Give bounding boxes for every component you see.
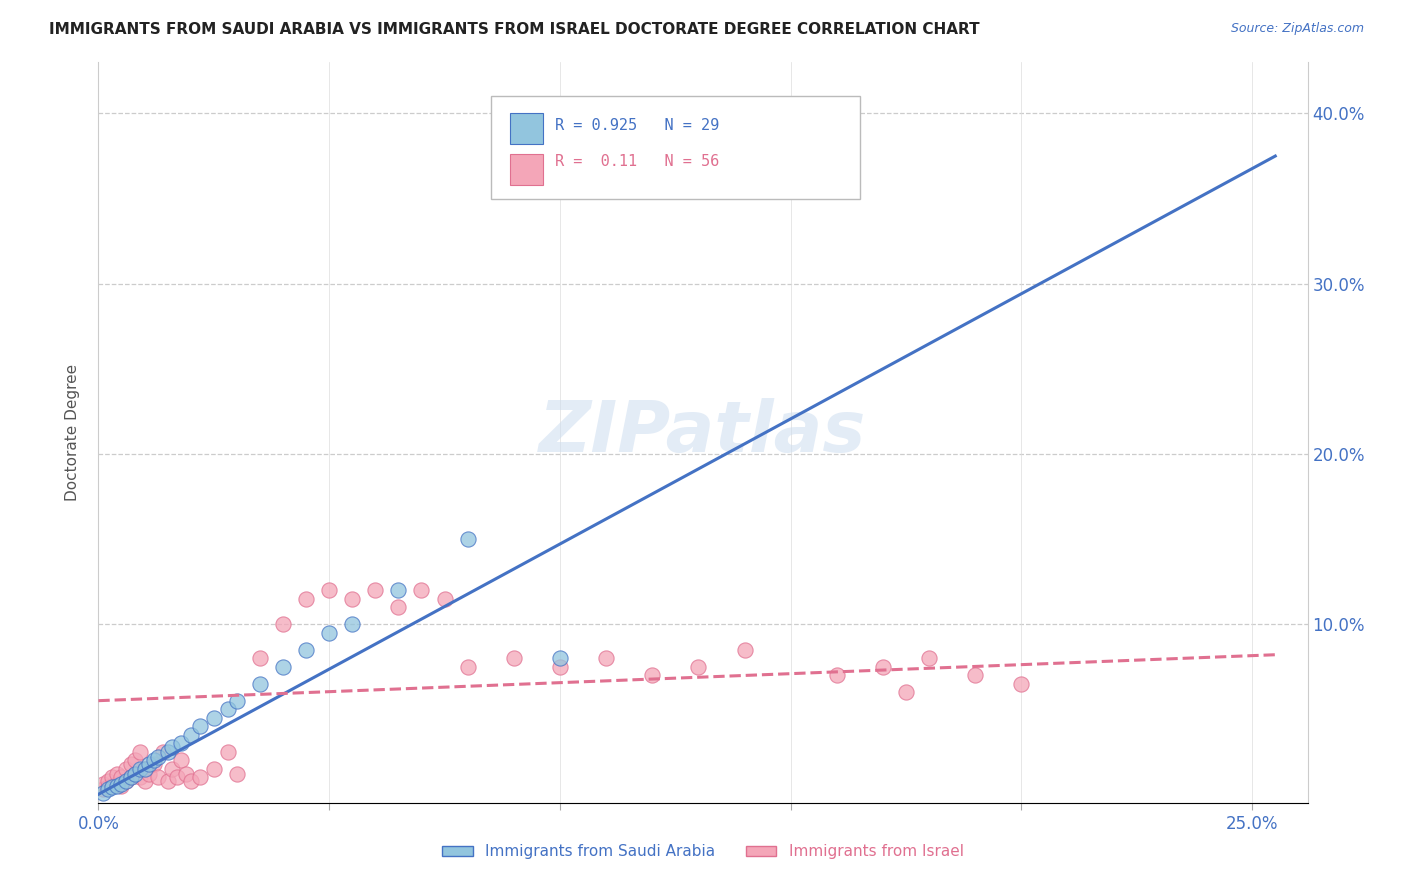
Point	[120, 770, 142, 784]
Point	[124, 767, 146, 781]
Y-axis label: Doctorate Degree: Doctorate Degree	[65, 364, 80, 501]
Point	[148, 749, 170, 764]
Point	[105, 767, 128, 781]
Text: Source: ZipAtlas.com: Source: ZipAtlas.com	[1230, 22, 1364, 36]
Text: R =  0.11   N = 56: R = 0.11 N = 56	[555, 153, 720, 169]
Point	[142, 753, 165, 767]
Point	[202, 762, 225, 776]
Point	[271, 617, 294, 632]
Point	[457, 532, 479, 546]
Point	[124, 753, 146, 767]
Point	[105, 779, 128, 793]
Point	[217, 702, 239, 716]
Point	[387, 582, 409, 597]
Point	[872, 659, 894, 673]
Point	[120, 756, 142, 771]
Point	[295, 642, 318, 657]
Point	[97, 782, 120, 797]
Point	[225, 694, 247, 708]
Point	[156, 773, 179, 788]
Point	[129, 770, 152, 784]
Point	[918, 651, 941, 665]
Point	[115, 773, 138, 788]
Point	[134, 762, 156, 776]
Point	[105, 777, 128, 791]
Text: R = 0.925   N = 29: R = 0.925 N = 29	[555, 118, 720, 133]
Point	[1010, 676, 1032, 690]
Point	[129, 745, 152, 759]
Point	[295, 591, 318, 606]
Point	[110, 777, 132, 791]
Point	[115, 762, 138, 776]
Point	[249, 651, 271, 665]
Point	[124, 767, 146, 781]
Point	[641, 668, 664, 682]
Point	[734, 642, 756, 657]
Point	[148, 770, 170, 784]
Point	[825, 668, 848, 682]
Point	[433, 591, 456, 606]
Point	[166, 770, 188, 784]
Point	[138, 756, 160, 771]
Point	[411, 582, 433, 597]
Point	[101, 770, 124, 784]
Point	[188, 770, 211, 784]
Point	[342, 617, 364, 632]
Point	[188, 719, 211, 733]
Point	[180, 728, 202, 742]
Point	[894, 685, 917, 699]
Point	[271, 659, 294, 673]
Point	[548, 651, 571, 665]
Point	[91, 777, 114, 791]
Legend: Immigrants from Saudi Arabia, Immigrants from Israel: Immigrants from Saudi Arabia, Immigrants…	[436, 838, 970, 865]
Point	[142, 756, 165, 771]
Point	[101, 779, 124, 793]
Point	[101, 780, 124, 795]
Point	[134, 773, 156, 788]
Point	[152, 745, 174, 759]
Point	[170, 736, 193, 750]
Point	[225, 767, 247, 781]
Point	[174, 767, 197, 781]
Point	[548, 659, 571, 673]
Point	[115, 773, 138, 788]
Point	[97, 773, 120, 788]
Point	[170, 753, 193, 767]
FancyBboxPatch shape	[509, 112, 543, 144]
Point	[162, 739, 184, 754]
Point	[138, 767, 160, 781]
Point	[162, 762, 184, 776]
FancyBboxPatch shape	[492, 95, 860, 200]
Point	[110, 779, 132, 793]
Point	[318, 625, 340, 640]
Point	[110, 770, 132, 784]
Point	[688, 659, 710, 673]
Point	[134, 762, 156, 776]
Point	[129, 762, 152, 776]
Point	[120, 770, 142, 784]
Point	[387, 600, 409, 615]
Point	[91, 782, 114, 797]
Point	[318, 582, 340, 597]
Point	[180, 773, 202, 788]
Text: ZIPatlas: ZIPatlas	[540, 398, 866, 467]
FancyBboxPatch shape	[509, 153, 543, 185]
Point	[249, 676, 271, 690]
Point	[97, 780, 120, 795]
Point	[595, 651, 617, 665]
Text: IMMIGRANTS FROM SAUDI ARABIA VS IMMIGRANTS FROM ISRAEL DOCTORATE DEGREE CORRELAT: IMMIGRANTS FROM SAUDI ARABIA VS IMMIGRAN…	[49, 22, 980, 37]
Point	[965, 668, 987, 682]
Point	[202, 711, 225, 725]
Point	[91, 786, 114, 800]
Point	[156, 745, 179, 759]
Point	[457, 659, 479, 673]
Point	[364, 582, 387, 597]
Point	[217, 745, 239, 759]
Point	[502, 651, 524, 665]
Point	[342, 591, 364, 606]
